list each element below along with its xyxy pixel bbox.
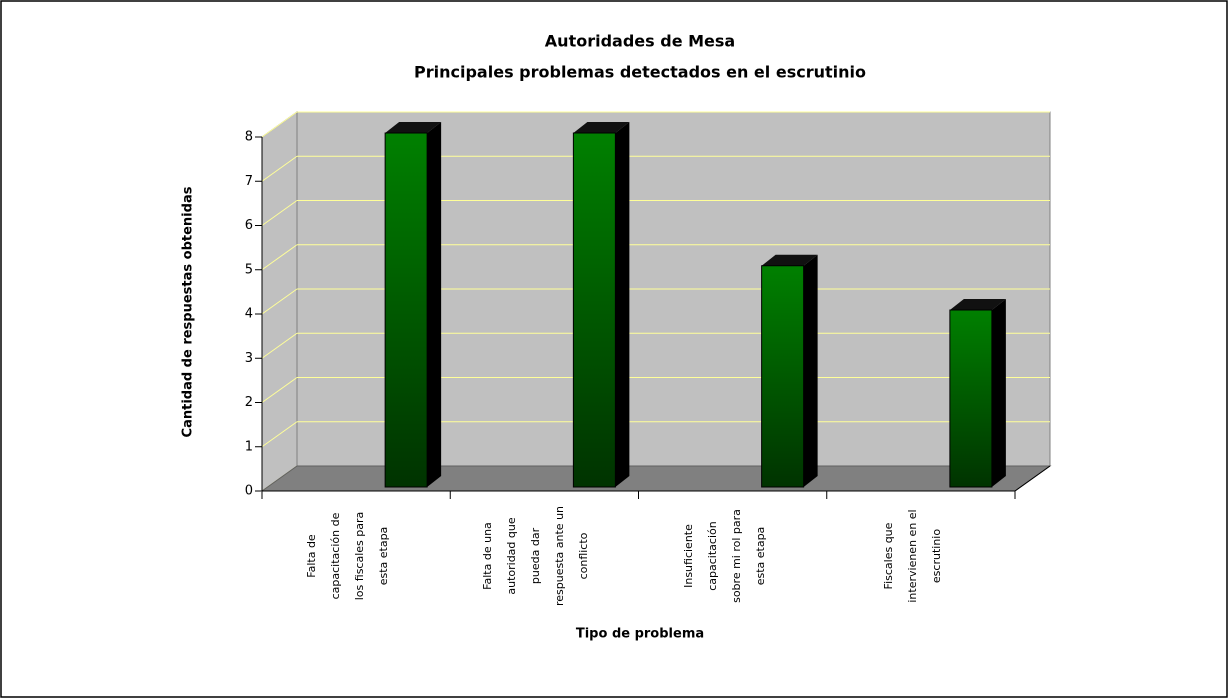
y-tick-label: 7 xyxy=(245,174,253,189)
bar-side xyxy=(991,299,1006,487)
chart-title: Autoridades de Mesa xyxy=(545,32,735,51)
chart-subtitle: Principales problemas detectados en el e… xyxy=(414,63,866,82)
y-tick-label: 0 xyxy=(245,484,253,499)
y-tick-label: 6 xyxy=(245,218,253,233)
y-axis-title: Cantidad de respuestas obtenidas xyxy=(181,186,196,437)
bar-top xyxy=(385,122,442,133)
y-tick-label: 5 xyxy=(245,262,253,277)
x-tick-label: Insuficiente capacitación sobre mi rol p… xyxy=(681,509,767,603)
grid-line xyxy=(261,377,298,403)
bar xyxy=(949,309,993,488)
bar-top xyxy=(761,254,818,266)
bar-side xyxy=(427,122,442,487)
grid-line xyxy=(261,111,298,138)
bar-top xyxy=(949,299,1006,310)
y-tick-label: 2 xyxy=(245,395,253,410)
bar-side xyxy=(803,254,818,487)
x-axis-title: Tipo de problema xyxy=(576,627,704,642)
grid-line xyxy=(261,421,298,448)
bar xyxy=(384,132,428,488)
grid-line xyxy=(261,288,298,315)
y-tick-label: 8 xyxy=(245,130,253,145)
grid-line xyxy=(261,155,298,182)
grid-line xyxy=(261,244,298,271)
x-tick-label: Falta de una autoridad que pueda dar res… xyxy=(481,505,591,606)
y-tick-label: 3 xyxy=(245,351,253,366)
bar xyxy=(572,132,616,488)
y-tick-label: 4 xyxy=(245,307,253,322)
bar-top xyxy=(573,122,630,133)
floor-edge xyxy=(1014,465,1051,492)
x-tick-label: Fiscales que intervienen en el escrutini… xyxy=(881,509,943,603)
x-tick-label: Falta de capacitación de los fiscales pa… xyxy=(305,511,391,601)
grid-line xyxy=(261,200,298,226)
floor xyxy=(260,465,1052,492)
bar-side xyxy=(615,122,630,487)
y-tick-label: 1 xyxy=(245,439,253,454)
bar xyxy=(761,265,805,488)
grid-line xyxy=(261,332,298,359)
